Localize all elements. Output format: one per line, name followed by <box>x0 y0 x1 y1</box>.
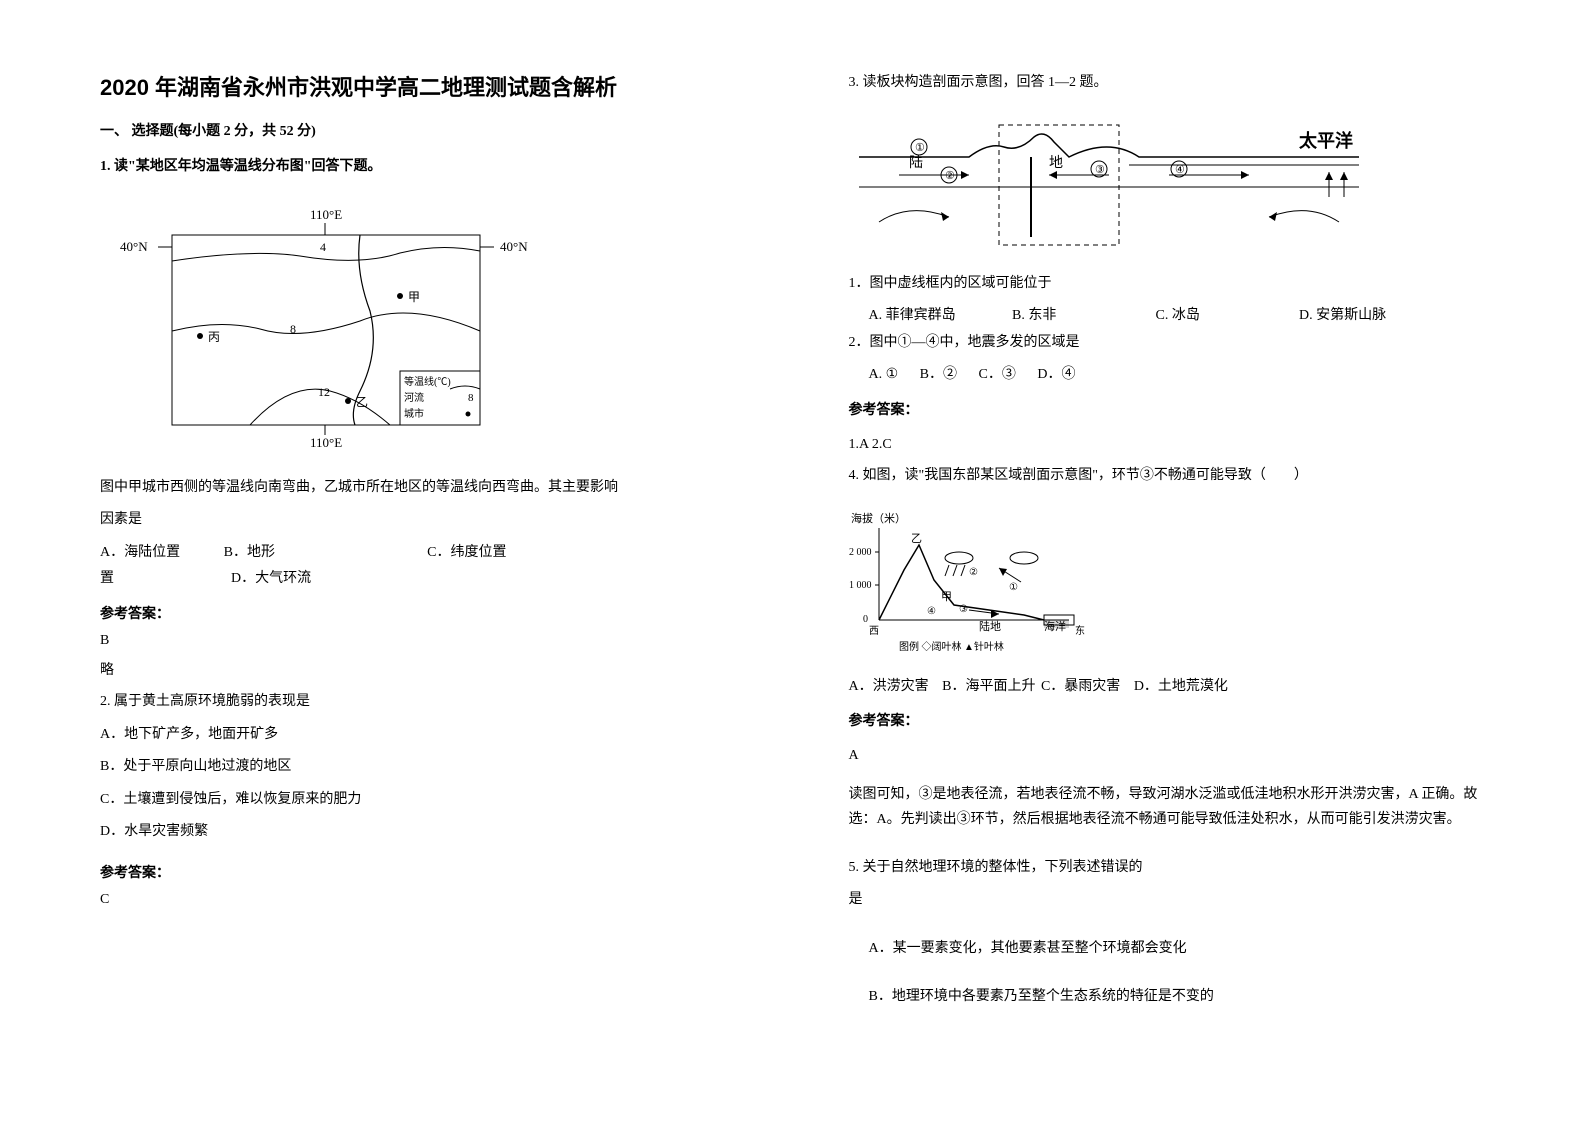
q1-opt-c: C．纬度位置 <box>427 540 506 567</box>
q3-stem: 3. 读板块构造剖面示意图，回答 1—2 题。 <box>849 70 1498 97</box>
q4-b: B．海平面上升 <box>942 674 1035 701</box>
q5-stem: 5. 关于自然地理环境的整体性，下列表述错误的 <box>849 855 1498 882</box>
svg-text:地: 地 <box>1049 155 1063 171</box>
q1-figure: 110°E 40°N 40°N 4 8 12 8 甲 <box>100 201 749 461</box>
answer-label: 参考答案： <box>849 710 1498 730</box>
q1-post: 图中甲城市西侧的等温线向南弯曲，乙城市所在地区的等温线向西弯曲。其主要影响 <box>100 475 749 502</box>
q1-explanation: 略 <box>100 659 749 679</box>
svg-text:②: ② <box>969 567 978 578</box>
q3-sub1: 1．图中虚线框内的区域可能位于 <box>849 271 1498 298</box>
q4-stem: 4. 如图，读"我国东部某区域剖面示意图"，环节③不畅通可能导致（ ） <box>849 463 1498 490</box>
svg-text:西: 西 <box>869 626 879 637</box>
svg-text:陆: 陆 <box>909 155 923 171</box>
svg-text:0: 0 <box>863 614 868 625</box>
q4-options: A．洪涝灾害 B．海平面上升 C．暴雨灾害 D．土地荒漠化 <box>849 674 1498 701</box>
q4-d: D．土地荒漠化 <box>1134 674 1228 701</box>
svg-text:1 000: 1 000 <box>849 580 872 591</box>
q3s1-b: B. 东非 <box>1012 303 1152 330</box>
q5-opt-a: A．某一要素变化，其他要素甚至整个环境都会变化 <box>869 936 1498 963</box>
svg-text:城市: 城市 <box>404 407 424 420</box>
svg-text:等温线(℃): 等温线(℃) <box>404 375 451 388</box>
q3s2-d: D．④ <box>1037 362 1075 389</box>
svg-text:110°E: 110°E <box>310 435 342 450</box>
svg-text:①: ① <box>1009 582 1018 593</box>
q3s2-b: B．② <box>920 362 957 389</box>
svg-text:④: ④ <box>1175 164 1185 176</box>
svg-text:12: 12 <box>318 385 330 399</box>
svg-text:陆地: 陆地 <box>979 619 1001 633</box>
q3-figure: ① ② ③ ④ 陆 地 太平洋 <box>849 117 1498 257</box>
answer-label: 参考答案： <box>100 862 749 882</box>
q1-post2: 因素是 <box>100 507 749 534</box>
svg-text:①: ① <box>915 142 925 154</box>
svg-text:太平洋: 太平洋 <box>1299 130 1353 151</box>
q1-opt-c-tail: 置 <box>100 571 114 586</box>
page-title: 2020 年湖南省永州市洪观中学高二地理测试题含解析 <box>100 70 749 102</box>
q1-opt-d: D．大气环流 <box>231 571 311 586</box>
q1-answer: B <box>100 633 749 649</box>
svg-text:4: 4 <box>320 240 326 254</box>
svg-text:2 000: 2 000 <box>849 547 872 558</box>
q5-stem2: 是 <box>849 887 1498 914</box>
svg-text:40°N: 40°N <box>500 239 528 254</box>
svg-text:④: ④ <box>927 606 936 617</box>
svg-text:8: 8 <box>290 322 296 336</box>
q3-sub2: 2．图中①—④中，地震多发的区域是 <box>849 330 1498 357</box>
svg-text:③: ③ <box>959 604 968 615</box>
q4-a: A．洪涝灾害 <box>849 674 929 701</box>
q1-stem: 1. 读"某地区年均温等温线分布图"回答下题。 <box>100 154 749 181</box>
svg-text:东: 东 <box>1075 624 1085 637</box>
q4-explanation: 读图可知，③是地表径流，若地表径流不畅，导致河湖水泛滥或低洼地积水形开洪涝灾害，… <box>849 782 1498 832</box>
svg-text:河流: 河流 <box>404 391 424 404</box>
q2-opt-a: A．地下矿产多，地面开矿多 <box>100 722 749 749</box>
svg-text:甲: 甲 <box>941 591 952 603</box>
svg-text:40°N: 40°N <box>120 239 148 254</box>
q3s1-d: D. 安第斯山脉 <box>1299 303 1439 330</box>
svg-text:海洋: 海洋 <box>1044 619 1066 633</box>
q2-opt-d: D．水旱灾害频繁 <box>100 819 749 846</box>
svg-text:②: ② <box>945 170 955 182</box>
svg-text:110°E: 110°E <box>310 207 342 222</box>
q4-figure: 海拔（米） 2 000 1 000 0 乙 甲 ① <box>849 510 1498 660</box>
answer-label: 参考答案： <box>100 603 749 623</box>
svg-text:丙: 丙 <box>208 330 220 344</box>
q3s1-c: C. 冰岛 <box>1156 303 1296 330</box>
q3s2-a: A. ① <box>869 362 899 389</box>
q2-opt-c: C．土壤遭到侵蚀后，难以恢复原来的肥力 <box>100 787 749 814</box>
q1-options: A．海陆位置 B．地形 C．纬度位置 置 D．大气环流 <box>100 540 749 593</box>
q3-sub1-options: A. 菲律宾群岛 B. 东非 C. 冰岛 D. 安第斯山脉 <box>869 303 1498 330</box>
q3s2-c: C．③ <box>979 362 1016 389</box>
section-heading: 一、 选择题(每小题 2 分，共 52 分) <box>100 120 749 140</box>
q3-answer: 1.A 2.C <box>849 437 1498 453</box>
q4-answer: A <box>849 748 1498 764</box>
svg-text:8: 8 <box>468 392 474 404</box>
q2-answer: C <box>100 892 749 908</box>
svg-text:③: ③ <box>1095 164 1105 176</box>
q3s1-a: A. 菲律宾群岛 <box>869 303 1009 330</box>
q4-c: C．暴雨灾害 <box>1041 674 1120 701</box>
q5-opt-b: B．地理环境中各要素乃至整个生态系统的特征是不变的 <box>869 984 1498 1011</box>
q3-sub2-options: A. ① B．② C．③ D．④ <box>869 362 1498 389</box>
q2-opt-b: B．处于平原向山地过渡的地区 <box>100 754 749 781</box>
q1-opt-a: A．海陆位置 <box>100 540 180 567</box>
q2-stem: 2. 属于黄土高原环境脆弱的表现是 <box>100 689 749 716</box>
svg-text:乙: 乙 <box>911 532 922 545</box>
svg-text:图例 ◇阔叶林 ▲针叶林: 图例 ◇阔叶林 ▲针叶林 <box>899 640 1004 653</box>
q1-opt-b: B．地形 <box>224 540 384 567</box>
svg-text:甲: 甲 <box>408 290 420 304</box>
answer-label: 参考答案： <box>849 399 1498 419</box>
svg-text:乙: 乙 <box>356 395 368 409</box>
svg-text:海拔（米）: 海拔（米） <box>851 511 906 525</box>
